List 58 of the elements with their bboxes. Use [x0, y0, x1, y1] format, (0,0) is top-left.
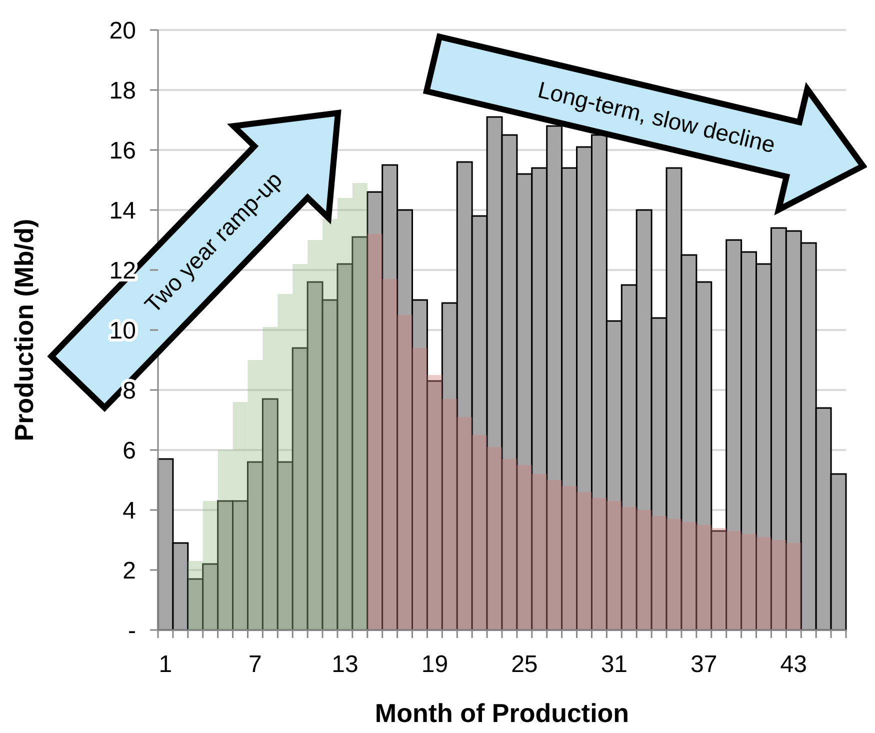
bar: [696, 525, 712, 630]
bar: [367, 234, 382, 630]
x-tick-label: 25: [511, 651, 538, 678]
bar: [337, 198, 352, 630]
y-tick-label: 2: [122, 557, 136, 584]
bar: [741, 534, 756, 630]
bar: [606, 501, 622, 630]
bar: [546, 480, 562, 630]
x-tick-label: 31: [600, 651, 628, 678]
bar: [278, 294, 293, 630]
bar: [786, 543, 802, 630]
bar: [262, 327, 278, 630]
bar: [516, 465, 532, 630]
x-tick-label: 7: [248, 651, 262, 678]
bar: [322, 219, 338, 630]
x-tick-label: 37: [690, 651, 718, 678]
bar: [562, 486, 577, 630]
bar: [592, 498, 607, 630]
y-tick-label: 10: [109, 317, 136, 344]
y-tick-label: 16: [109, 137, 136, 164]
bar: [308, 240, 323, 630]
y-tick-label: 14: [109, 197, 136, 224]
bar: [397, 315, 412, 630]
x-axis-title: Month of Production: [374, 698, 630, 728]
bar: [202, 501, 218, 630]
bar: [666, 519, 682, 630]
x-tick-label: 13: [332, 651, 358, 678]
y-tick-label: 4: [122, 497, 136, 524]
bar: [218, 450, 233, 630]
bar: [681, 522, 696, 630]
y-axis-title: Production (Mb/d): [9, 218, 39, 442]
bar: [756, 537, 772, 630]
bar: [457, 417, 472, 630]
y-tick-label: -: [128, 617, 136, 644]
bar: [771, 540, 786, 630]
bar: [652, 516, 667, 630]
y-tick-label: 6: [122, 437, 136, 464]
y-tick-label: 20: [109, 17, 136, 44]
bar: [352, 183, 368, 630]
bar: [502, 459, 517, 630]
bar: [248, 360, 263, 630]
bar: [292, 264, 308, 630]
bar: [576, 492, 592, 630]
bar: [472, 435, 488, 630]
bar: [232, 402, 248, 630]
y-tick-label: 18: [109, 77, 136, 104]
bar: [726, 531, 742, 630]
bar: [487, 447, 502, 630]
bar: [412, 348, 428, 630]
bar: [188, 561, 203, 630]
bar: [442, 399, 458, 630]
bar: [532, 474, 547, 630]
bar: [622, 507, 637, 630]
x-tick-label: 19: [421, 651, 448, 678]
bar: [382, 279, 398, 630]
bar: [636, 510, 652, 630]
x-tick-label: 1: [158, 651, 172, 678]
x-tick-label: 43: [780, 651, 808, 678]
